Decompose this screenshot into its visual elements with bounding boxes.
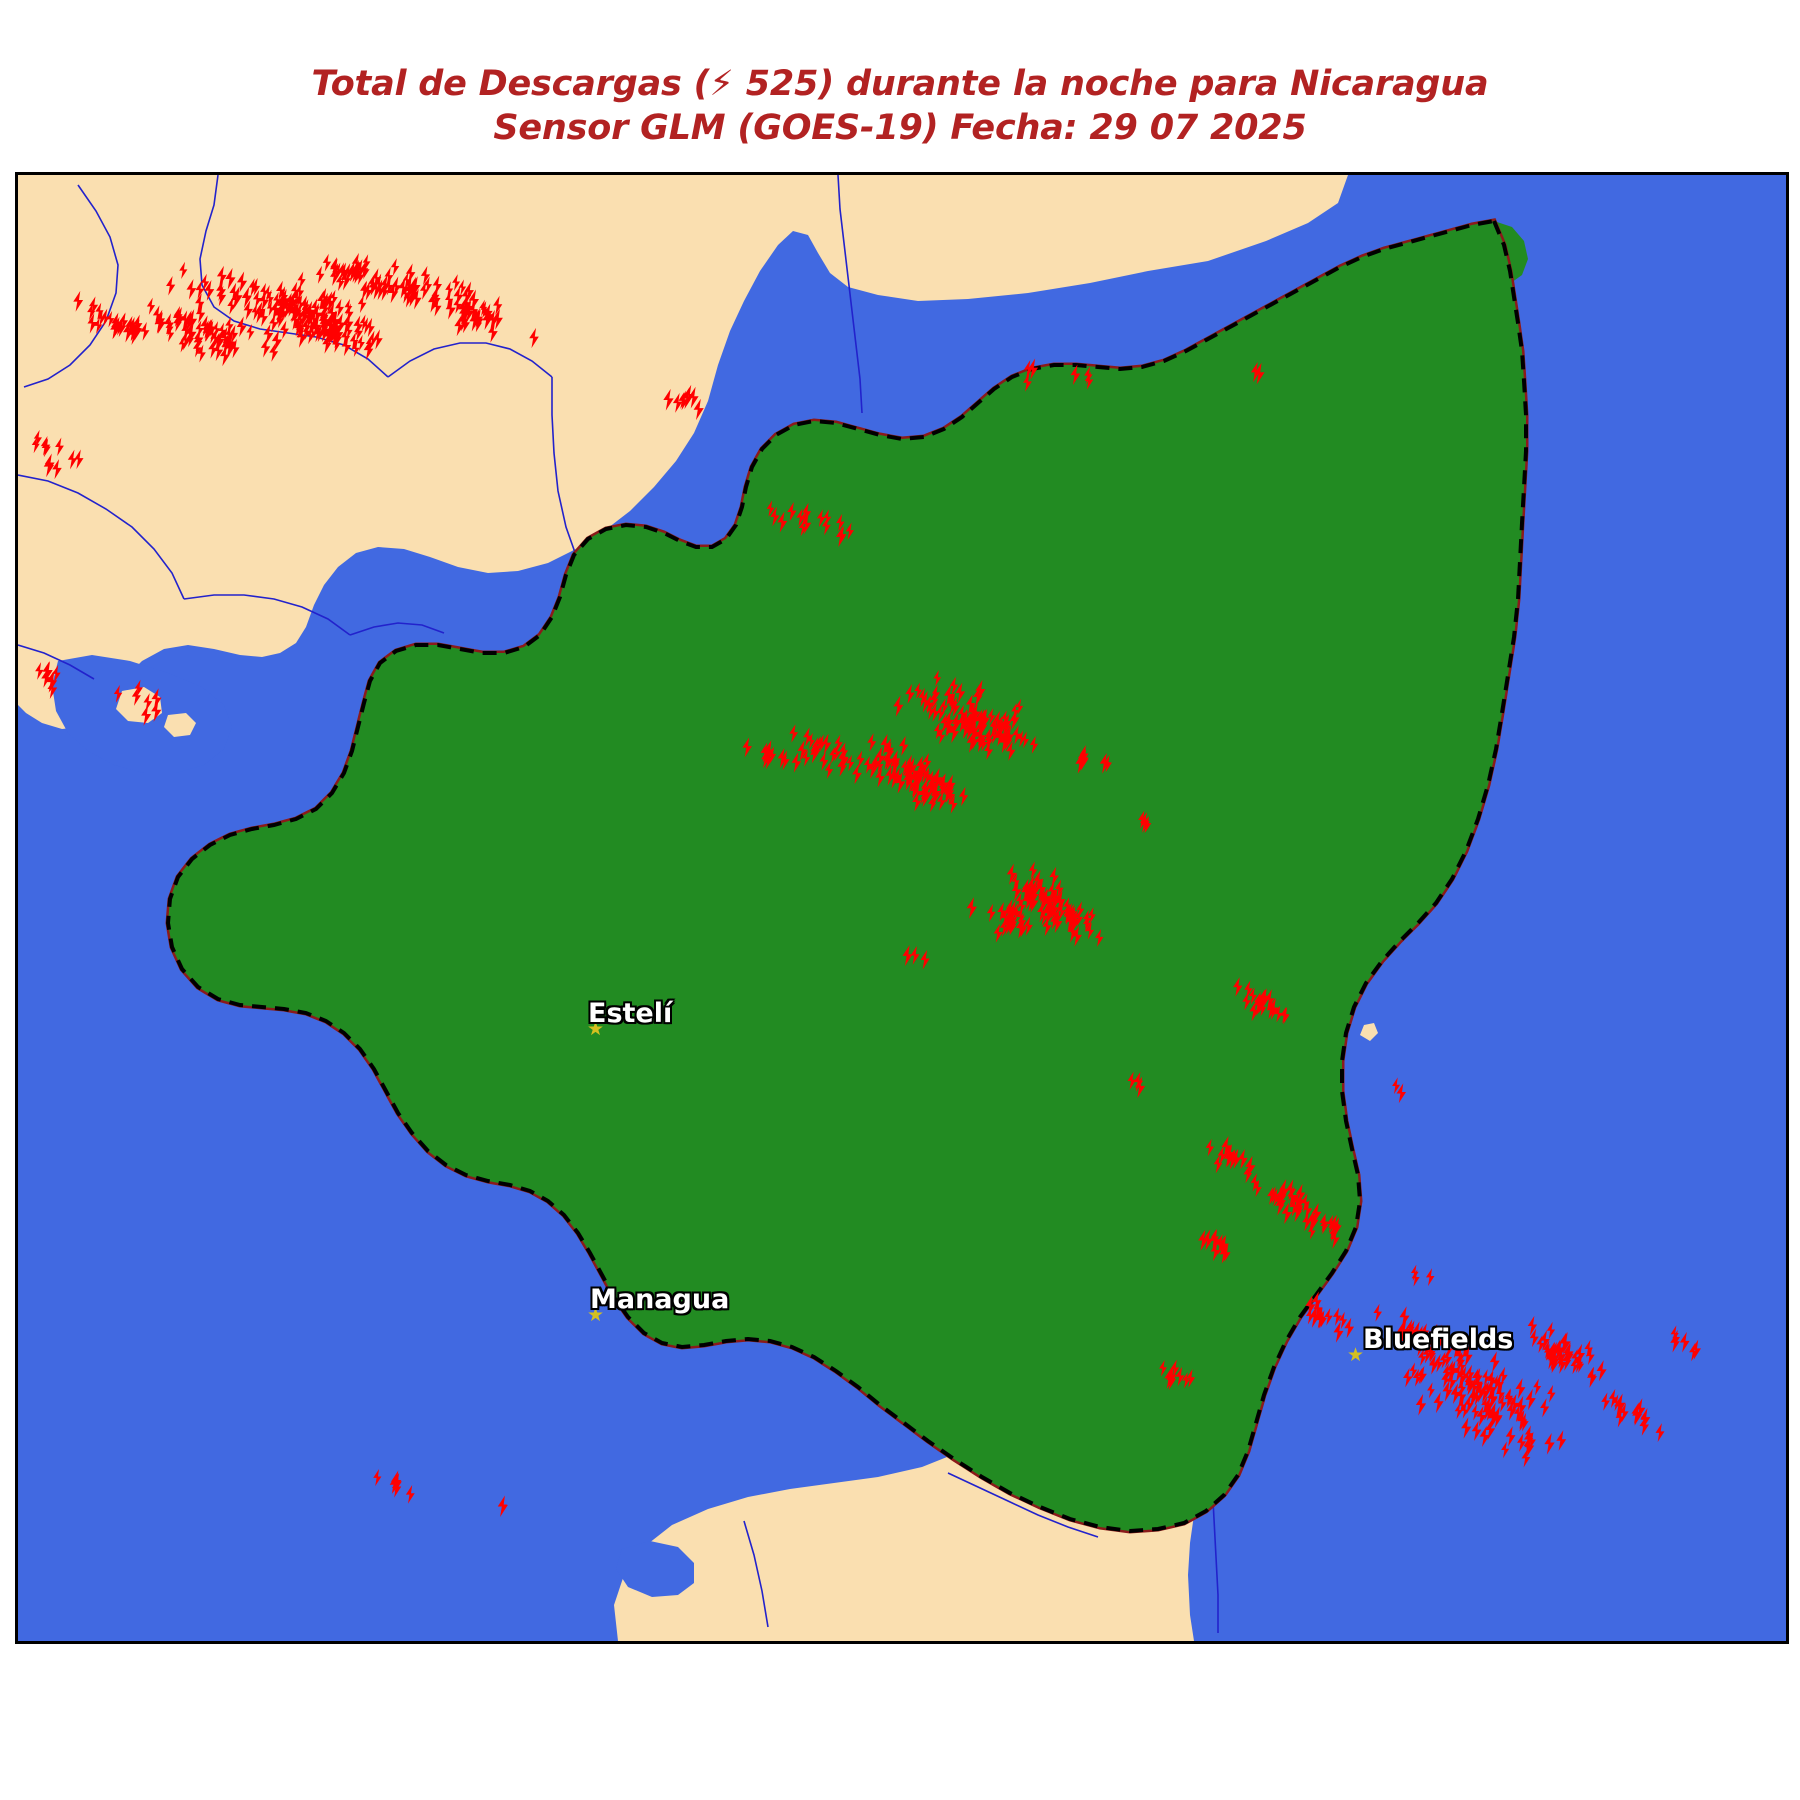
title-line-1: Total de Descargas (⚡ 525) durante la no… bbox=[311, 64, 1489, 104]
neighbour-admin-borders bbox=[18, 175, 1219, 1633]
fonseca-island-1 bbox=[116, 687, 162, 723]
fonseca-island-2 bbox=[164, 713, 196, 737]
map-canvas[interactable]: ★ Estelí ★ Managua ★ Bluefields bbox=[15, 172, 1789, 1644]
chart-title: Total de Descargas (⚡ 525) durante la no… bbox=[0, 62, 1800, 150]
title-line-2: Sensor GLM (GOES-19) Fecha: 29 07 2025 bbox=[493, 108, 1307, 148]
corn-island-1 bbox=[1360, 1023, 1378, 1041]
map-vector bbox=[18, 175, 1786, 1641]
pacific-inlet-sur bbox=[616, 1541, 694, 1597]
